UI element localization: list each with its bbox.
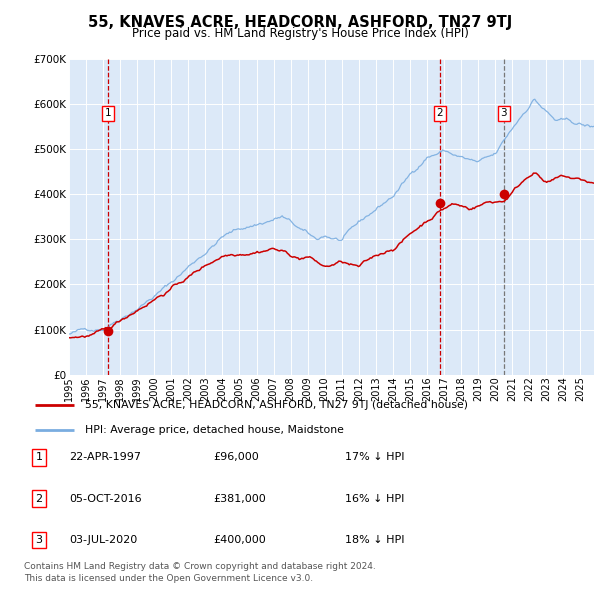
Text: 3: 3 — [35, 535, 43, 545]
Text: 22-APR-1997: 22-APR-1997 — [69, 453, 141, 462]
Text: 16% ↓ HPI: 16% ↓ HPI — [345, 494, 404, 503]
Text: 17% ↓ HPI: 17% ↓ HPI — [345, 453, 404, 462]
Text: 1: 1 — [105, 108, 112, 118]
Text: £96,000: £96,000 — [213, 453, 259, 462]
Text: 05-OCT-2016: 05-OCT-2016 — [69, 494, 142, 503]
Text: £400,000: £400,000 — [213, 535, 266, 545]
Text: 03-JUL-2020: 03-JUL-2020 — [69, 535, 137, 545]
Text: 55, KNAVES ACRE, HEADCORN, ASHFORD, TN27 9TJ (detached house): 55, KNAVES ACRE, HEADCORN, ASHFORD, TN27… — [85, 399, 469, 409]
Text: 55, KNAVES ACRE, HEADCORN, ASHFORD, TN27 9TJ: 55, KNAVES ACRE, HEADCORN, ASHFORD, TN27… — [88, 15, 512, 30]
Text: HPI: Average price, detached house, Maidstone: HPI: Average price, detached house, Maid… — [85, 425, 344, 435]
Text: This data is licensed under the Open Government Licence v3.0.: This data is licensed under the Open Gov… — [24, 574, 313, 583]
Text: Contains HM Land Registry data © Crown copyright and database right 2024.: Contains HM Land Registry data © Crown c… — [24, 562, 376, 571]
Text: 18% ↓ HPI: 18% ↓ HPI — [345, 535, 404, 545]
Text: 2: 2 — [35, 494, 43, 503]
Text: £381,000: £381,000 — [213, 494, 266, 503]
Text: Price paid vs. HM Land Registry's House Price Index (HPI): Price paid vs. HM Land Registry's House … — [131, 27, 469, 40]
Text: 3: 3 — [500, 108, 507, 118]
Text: 2: 2 — [437, 108, 443, 118]
Text: 1: 1 — [35, 453, 43, 462]
